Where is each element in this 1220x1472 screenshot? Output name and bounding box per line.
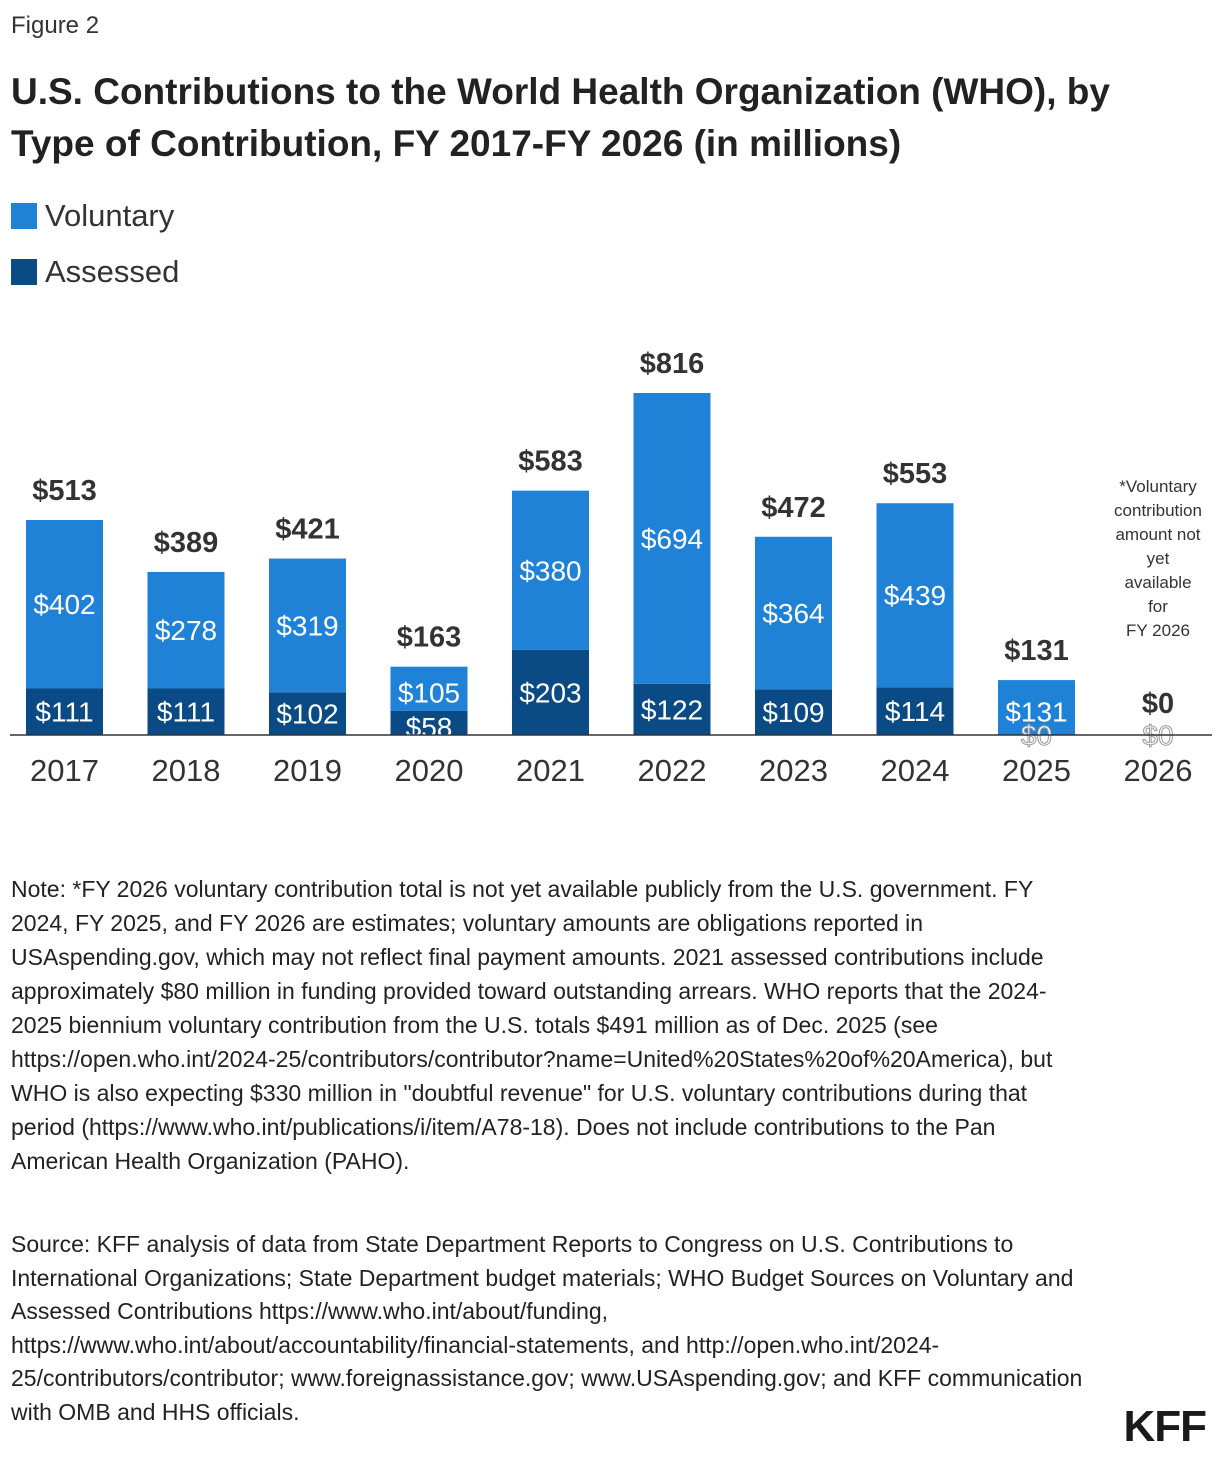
label-assessed-2020: $58: [406, 712, 453, 743]
bar-voluntary-2021: [512, 490, 589, 650]
bar-voluntary-2022: [633, 393, 711, 684]
total-label-2025: $131: [1004, 635, 1069, 667]
label-voluntary-2020: $105: [398, 678, 460, 709]
x-tick-2024: 2024: [881, 753, 950, 788]
label-assessed-2023: $109: [762, 697, 824, 728]
bar-voluntary-2017: [26, 519, 103, 689]
label-assessed-2024: $114: [885, 696, 945, 727]
figure-label: Figure 2: [11, 12, 100, 39]
label-voluntary-2024: $439: [884, 580, 946, 611]
legend-swatch-assessed: [11, 259, 37, 285]
label-voluntary-2021: $380: [519, 555, 581, 586]
legend: Voluntary Assessed: [11, 196, 179, 308]
bar-voluntary-2023: [755, 536, 832, 690]
bar-assessed-2021: [512, 649, 589, 735]
bar-assessed-2017: [26, 688, 103, 735]
total-label-2019: $421: [275, 514, 340, 546]
x-tick-2018: 2018: [152, 753, 221, 788]
legend-label-voluntary: Voluntary: [45, 198, 175, 233]
bar-assessed-2024: [876, 687, 954, 735]
legend-item-voluntary: Voluntary: [11, 196, 179, 236]
label-voluntary-2018: $278: [155, 615, 217, 646]
label-voluntary-2019: $319: [276, 610, 338, 641]
label-assessed-2017: $111: [35, 697, 93, 728]
bar-voluntary-2020: [390, 666, 468, 711]
total-label-2020: $163: [397, 622, 462, 654]
total-label-2026: $0: [1142, 688, 1174, 720]
bar-assessed-2019: [269, 692, 346, 735]
x-tick-2022: 2022: [638, 753, 707, 788]
chart-note: Note: *FY 2026 voluntary contribution to…: [11, 876, 1053, 1174]
chart-source: Source: KFF analysis of data from State …: [11, 1231, 1083, 1425]
legend-item-assessed: Assessed: [11, 252, 179, 292]
total-label-2018: $389: [154, 527, 219, 559]
total-label-2021: $583: [518, 446, 583, 478]
bar-assessed-2023: [755, 689, 832, 735]
x-tick-2020: 2020: [395, 753, 464, 788]
annotation-fy2026: *Voluntary contribution amount not yet avail…: [1114, 477, 1202, 640]
total-label-2017: $513: [32, 475, 97, 507]
label-assessed-2021: $203: [519, 677, 581, 708]
bar-chart: $111 $402 $513 2017 $111 $278 $389 2018 $102 $319…: [10, 348, 1212, 788]
label-voluntary-2022: $694: [641, 523, 703, 554]
label-voluntary-2025: $131: [1005, 697, 1067, 728]
x-tick-2021: 2021: [516, 753, 585, 788]
x-tick-2019: 2019: [273, 753, 342, 788]
legend-swatch-voluntary: [11, 203, 37, 229]
label-voluntary-2017: $402: [33, 589, 95, 620]
bar-voluntary-2018: [147, 571, 225, 689]
x-tick-2023: 2023: [759, 753, 828, 788]
total-label-2023: $472: [761, 492, 826, 524]
total-label-2022: $816: [640, 348, 705, 380]
chart-title: U.S. Contributions to the World Health O…: [11, 71, 1110, 164]
bar-assessed-2018: [147, 688, 225, 735]
bar-voluntary-2019: [269, 558, 346, 693]
label-assessed-2019: $102: [276, 699, 338, 730]
bar-voluntary-2024: [876, 503, 954, 688]
total-label-2024: $553: [883, 458, 948, 490]
kff-logo: KFF: [1123, 1402, 1207, 1451]
x-tick-2025: 2025: [1002, 753, 1071, 788]
legend-label-assessed: Assessed: [45, 254, 180, 289]
bar-voluntary-2025: [998, 680, 1075, 735]
bar-assessed-2020: [390, 710, 468, 735]
bar-assessed-2022: [633, 683, 711, 735]
label-voluntary-2023: $364: [762, 598, 824, 629]
x-tick-2017: 2017: [30, 753, 99, 788]
label-assessed-2018: $111: [157, 697, 215, 728]
x-tick-2026: 2026: [1124, 753, 1193, 788]
label-assessed-2022: $122: [641, 694, 703, 725]
